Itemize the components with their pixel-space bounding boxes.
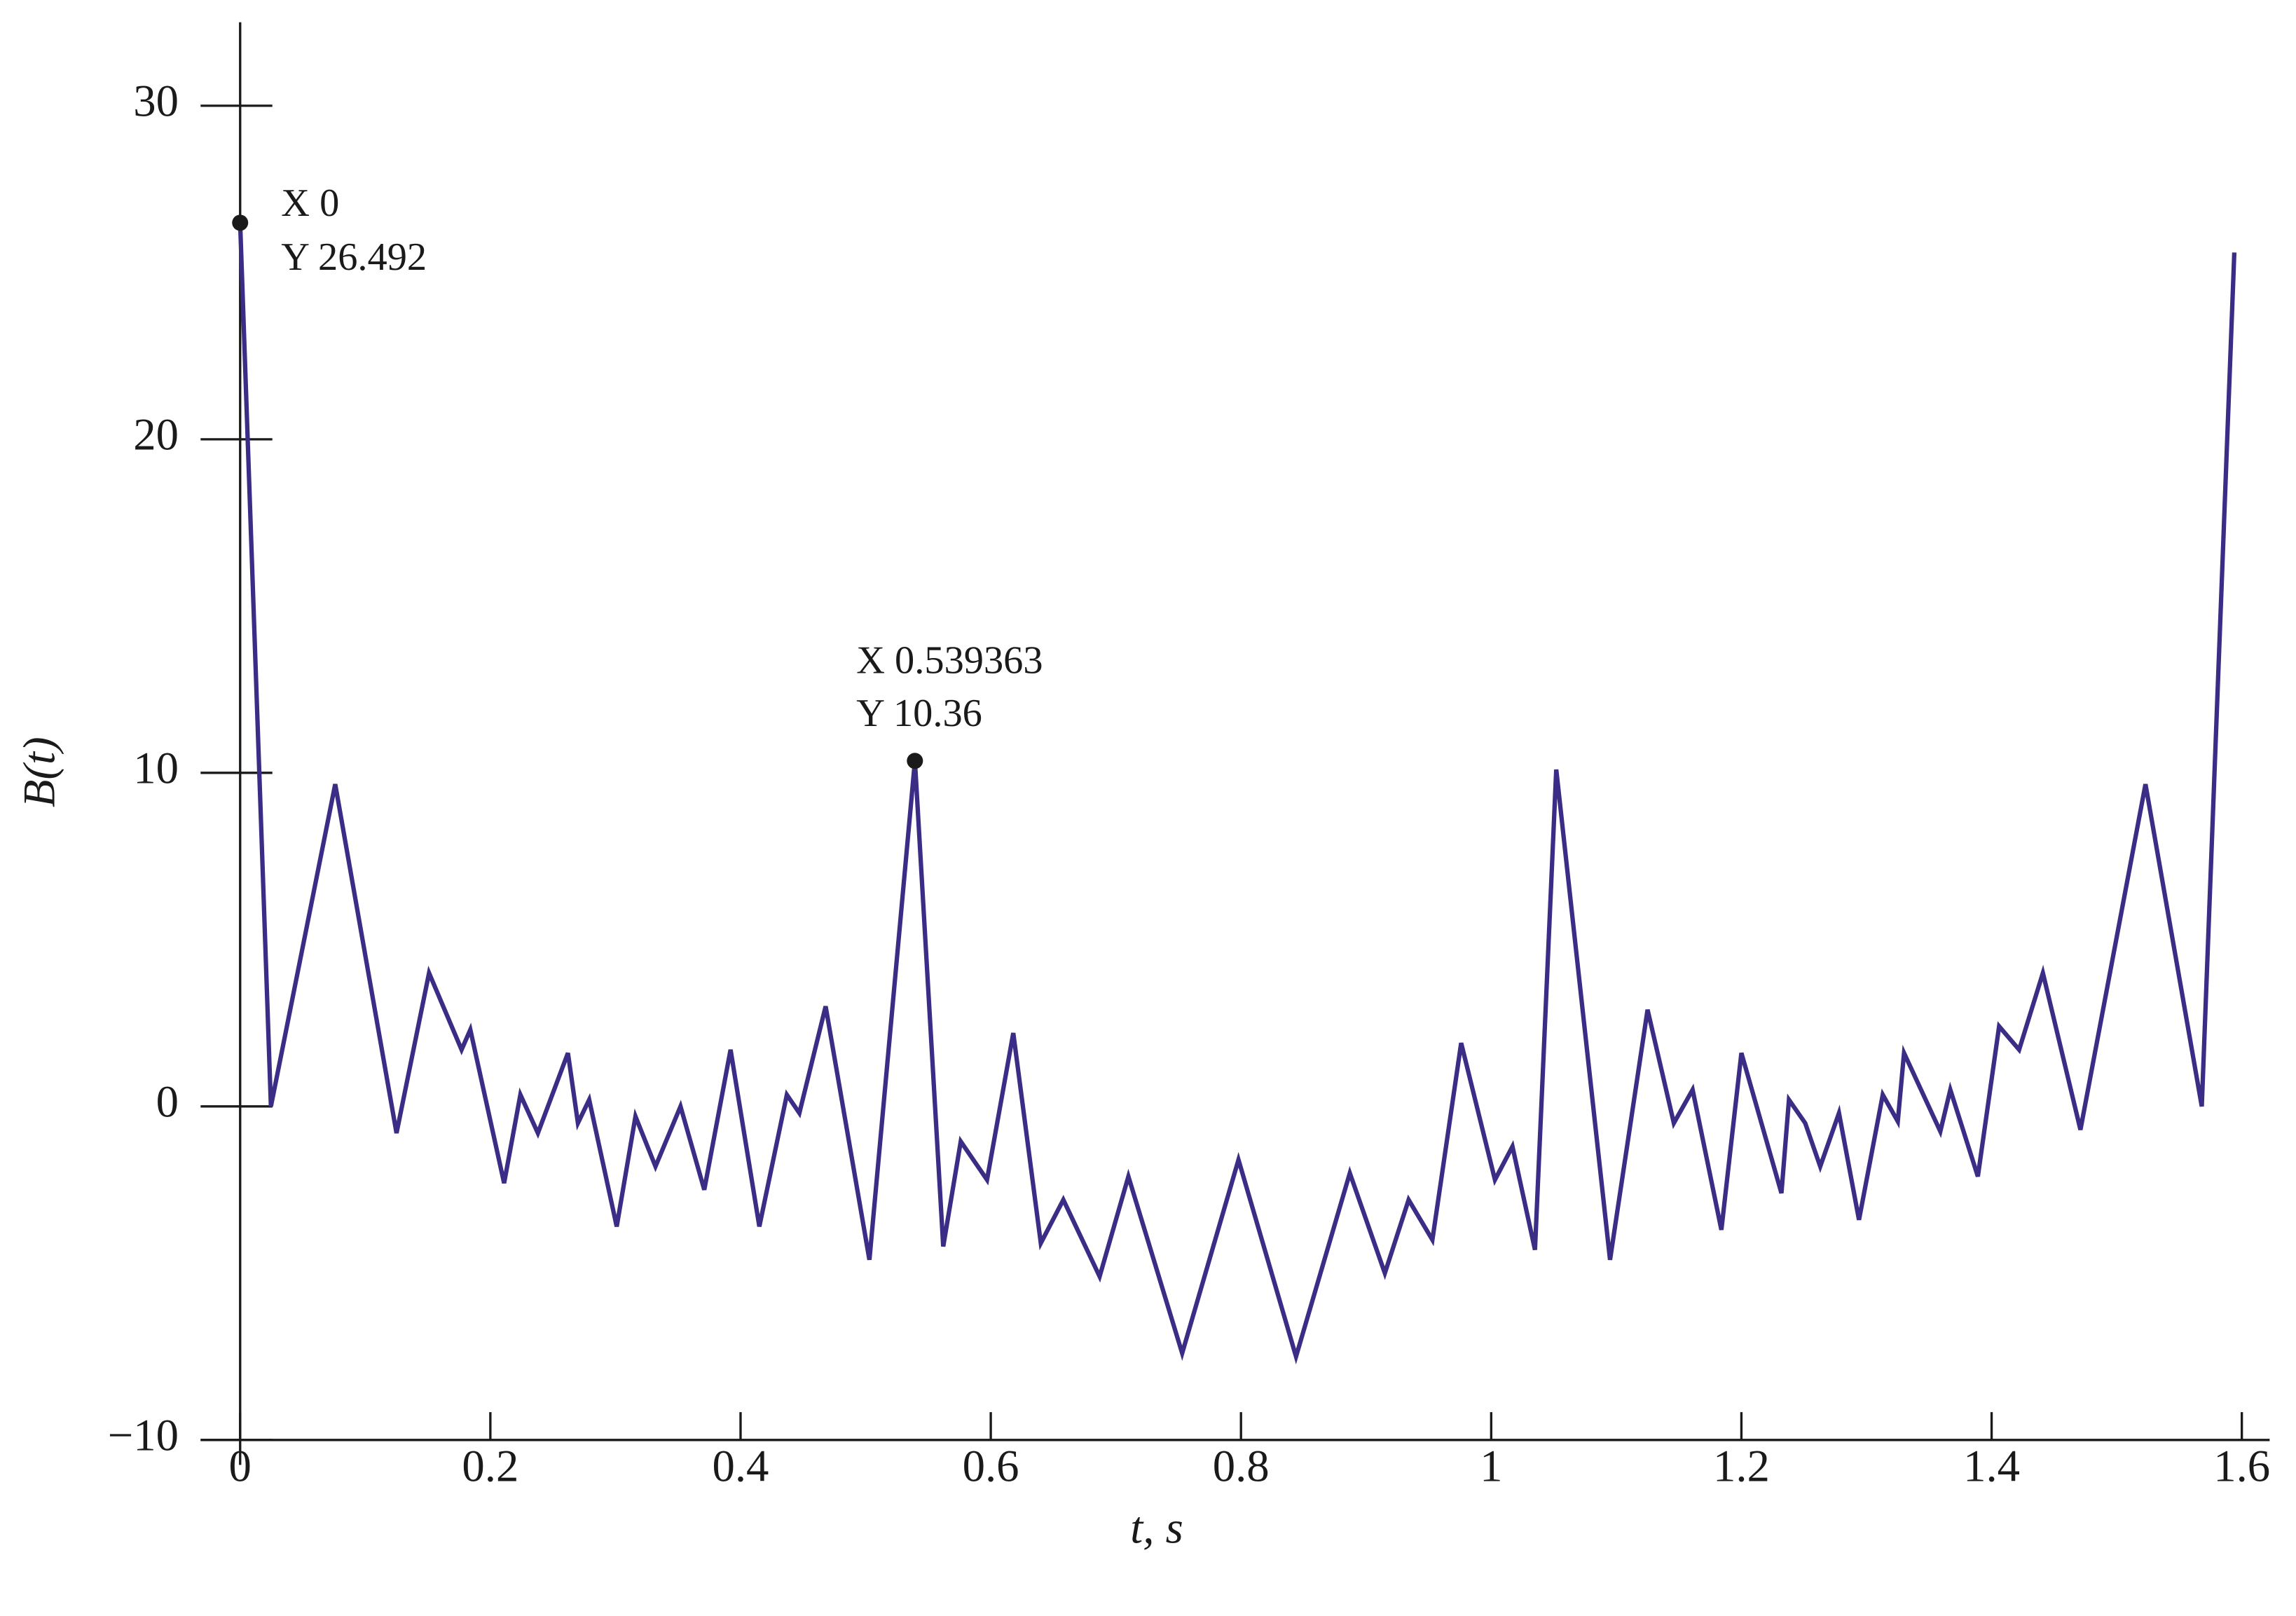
annotation-point — [907, 753, 923, 769]
y-axis-label: B(t) — [15, 737, 65, 807]
annotation-label: Y 26.492 — [281, 235, 427, 279]
x-tick-label: 0.2 — [462, 1442, 518, 1492]
annotation-label: X 0 — [281, 182, 339, 225]
annotation-point — [232, 214, 249, 231]
y-tick-label: 0 — [156, 1077, 179, 1128]
x-tick-label: 1.2 — [1713, 1442, 1770, 1492]
x-tick-label: 0.6 — [963, 1442, 1019, 1492]
y-tick-label: 20 — [133, 410, 179, 460]
x-tick-label: 0 — [229, 1442, 252, 1492]
annotation-label: Y 10.36 — [856, 692, 982, 735]
x-axis-label: t, s — [1130, 1502, 1183, 1553]
annotation-label: X 0.539363 — [856, 639, 1043, 683]
y-tick-label: −10 — [108, 1411, 179, 1461]
y-tick-label: 30 — [133, 76, 179, 127]
x-tick-label: 0.8 — [1213, 1442, 1270, 1492]
y-tick-label: 10 — [133, 744, 179, 794]
x-tick-label: 0.4 — [712, 1442, 769, 1492]
x-tick-label: 1.6 — [2213, 1442, 2270, 1492]
x-tick-label: 1.4 — [1963, 1442, 2020, 1492]
data-line — [238, 222, 2237, 1364]
x-tick-label: 1 — [1480, 1442, 1502, 1492]
